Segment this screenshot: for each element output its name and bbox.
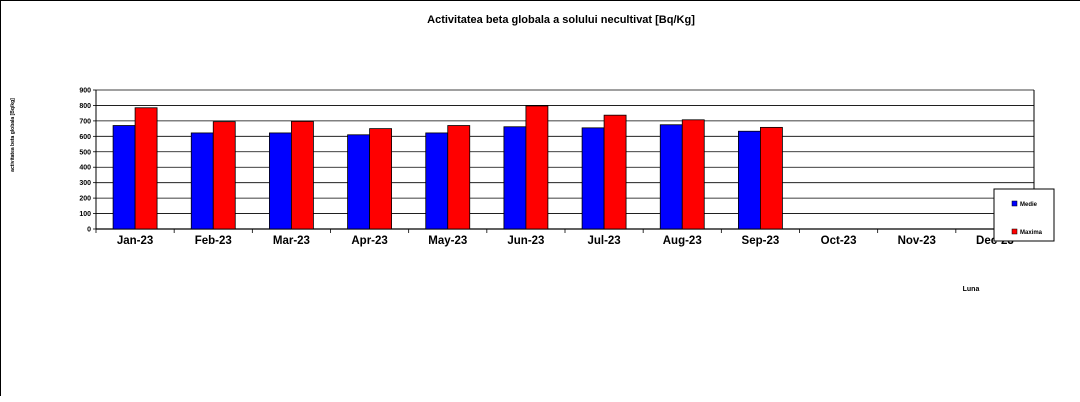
bar-medie-aug-23 [659, 124, 683, 230]
y-axis-label: activitatea beta globala [Bq/kg] [10, 98, 16, 172]
x-tick-label: Jul-23 [587, 235, 620, 247]
bar-maxima-apr-23 [369, 128, 392, 230]
x-tick-label: Sep-23 [742, 235, 780, 247]
y-tick-label: 900 [79, 88, 91, 95]
y-tick-label: 800 [79, 103, 91, 110]
bar-medie-mar-23 [269, 132, 292, 230]
bar-maxima-may-23 [447, 125, 471, 230]
bar-maxima-jun-23 [525, 105, 549, 230]
x-tick-label: Aug-23 [663, 235, 702, 247]
bar-medie-apr-23 [347, 134, 370, 230]
y-tick-label: 500 [79, 149, 91, 156]
bar-medie-jan-23 [112, 125, 136, 230]
y-tick-label: 200 [79, 196, 91, 203]
x-axis-label: Luna [963, 286, 980, 293]
x-tick-label: Oct-23 [821, 235, 857, 247]
bar-maxima-jan-23 [134, 107, 158, 230]
bars [112, 105, 783, 230]
bar-maxima-feb-23 [212, 121, 236, 230]
x-tick-label: May-23 [428, 235, 467, 247]
x-tick-label: Nov-23 [898, 235, 936, 247]
gridlines [95, 89, 1035, 230]
legend-label-maxima: Maxima [1020, 230, 1043, 236]
bar-medie-feb-23 [190, 132, 214, 230]
bar-maxima-aug-23 [681, 119, 705, 230]
y-tick-label: 600 [79, 134, 91, 141]
x-tick-label: Jun-23 [507, 235, 544, 247]
chart-title: Activitatea beta globala a solului necul… [427, 14, 695, 26]
y-tick-label: 100 [79, 211, 91, 218]
y-axis-ticks: 0 100 200 300 400 500 600 700 800 900 [79, 88, 96, 234]
legend-swatch-medie [1011, 200, 1018, 207]
bar-medie-jun-23 [503, 126, 527, 230]
legend-box [993, 188, 1055, 242]
legend: Medie Maxima [993, 188, 1055, 242]
y-tick-label: 400 [79, 165, 91, 172]
bar-medie-sep-23 [738, 130, 761, 230]
bar-medie-may-23 [425, 132, 449, 230]
legend-swatch-maxima [1011, 228, 1018, 235]
x-tick-label: Jan-23 [117, 235, 153, 247]
bar-maxima-mar-23 [291, 120, 314, 230]
y-tick-label: 0 [87, 227, 91, 234]
x-axis-ticks: Jan-23 Feb-23 Mar-23 Apr-23 May-23 Jun-23 Jul-… [95, 229, 1035, 247]
y-tick-label: 300 [79, 180, 91, 187]
bar-maxima-sep-23 [760, 126, 783, 230]
bar-maxima-jul-23 [603, 114, 627, 230]
y-tick-label: 700 [79, 118, 91, 125]
bar-medie-jul-23 [581, 127, 605, 230]
x-tick-label: Mar-23 [273, 235, 310, 247]
legend-label-medie: Medie [1020, 202, 1038, 208]
x-tick-label: Feb-23 [195, 235, 232, 247]
x-tick-label: Apr-23 [351, 235, 387, 247]
